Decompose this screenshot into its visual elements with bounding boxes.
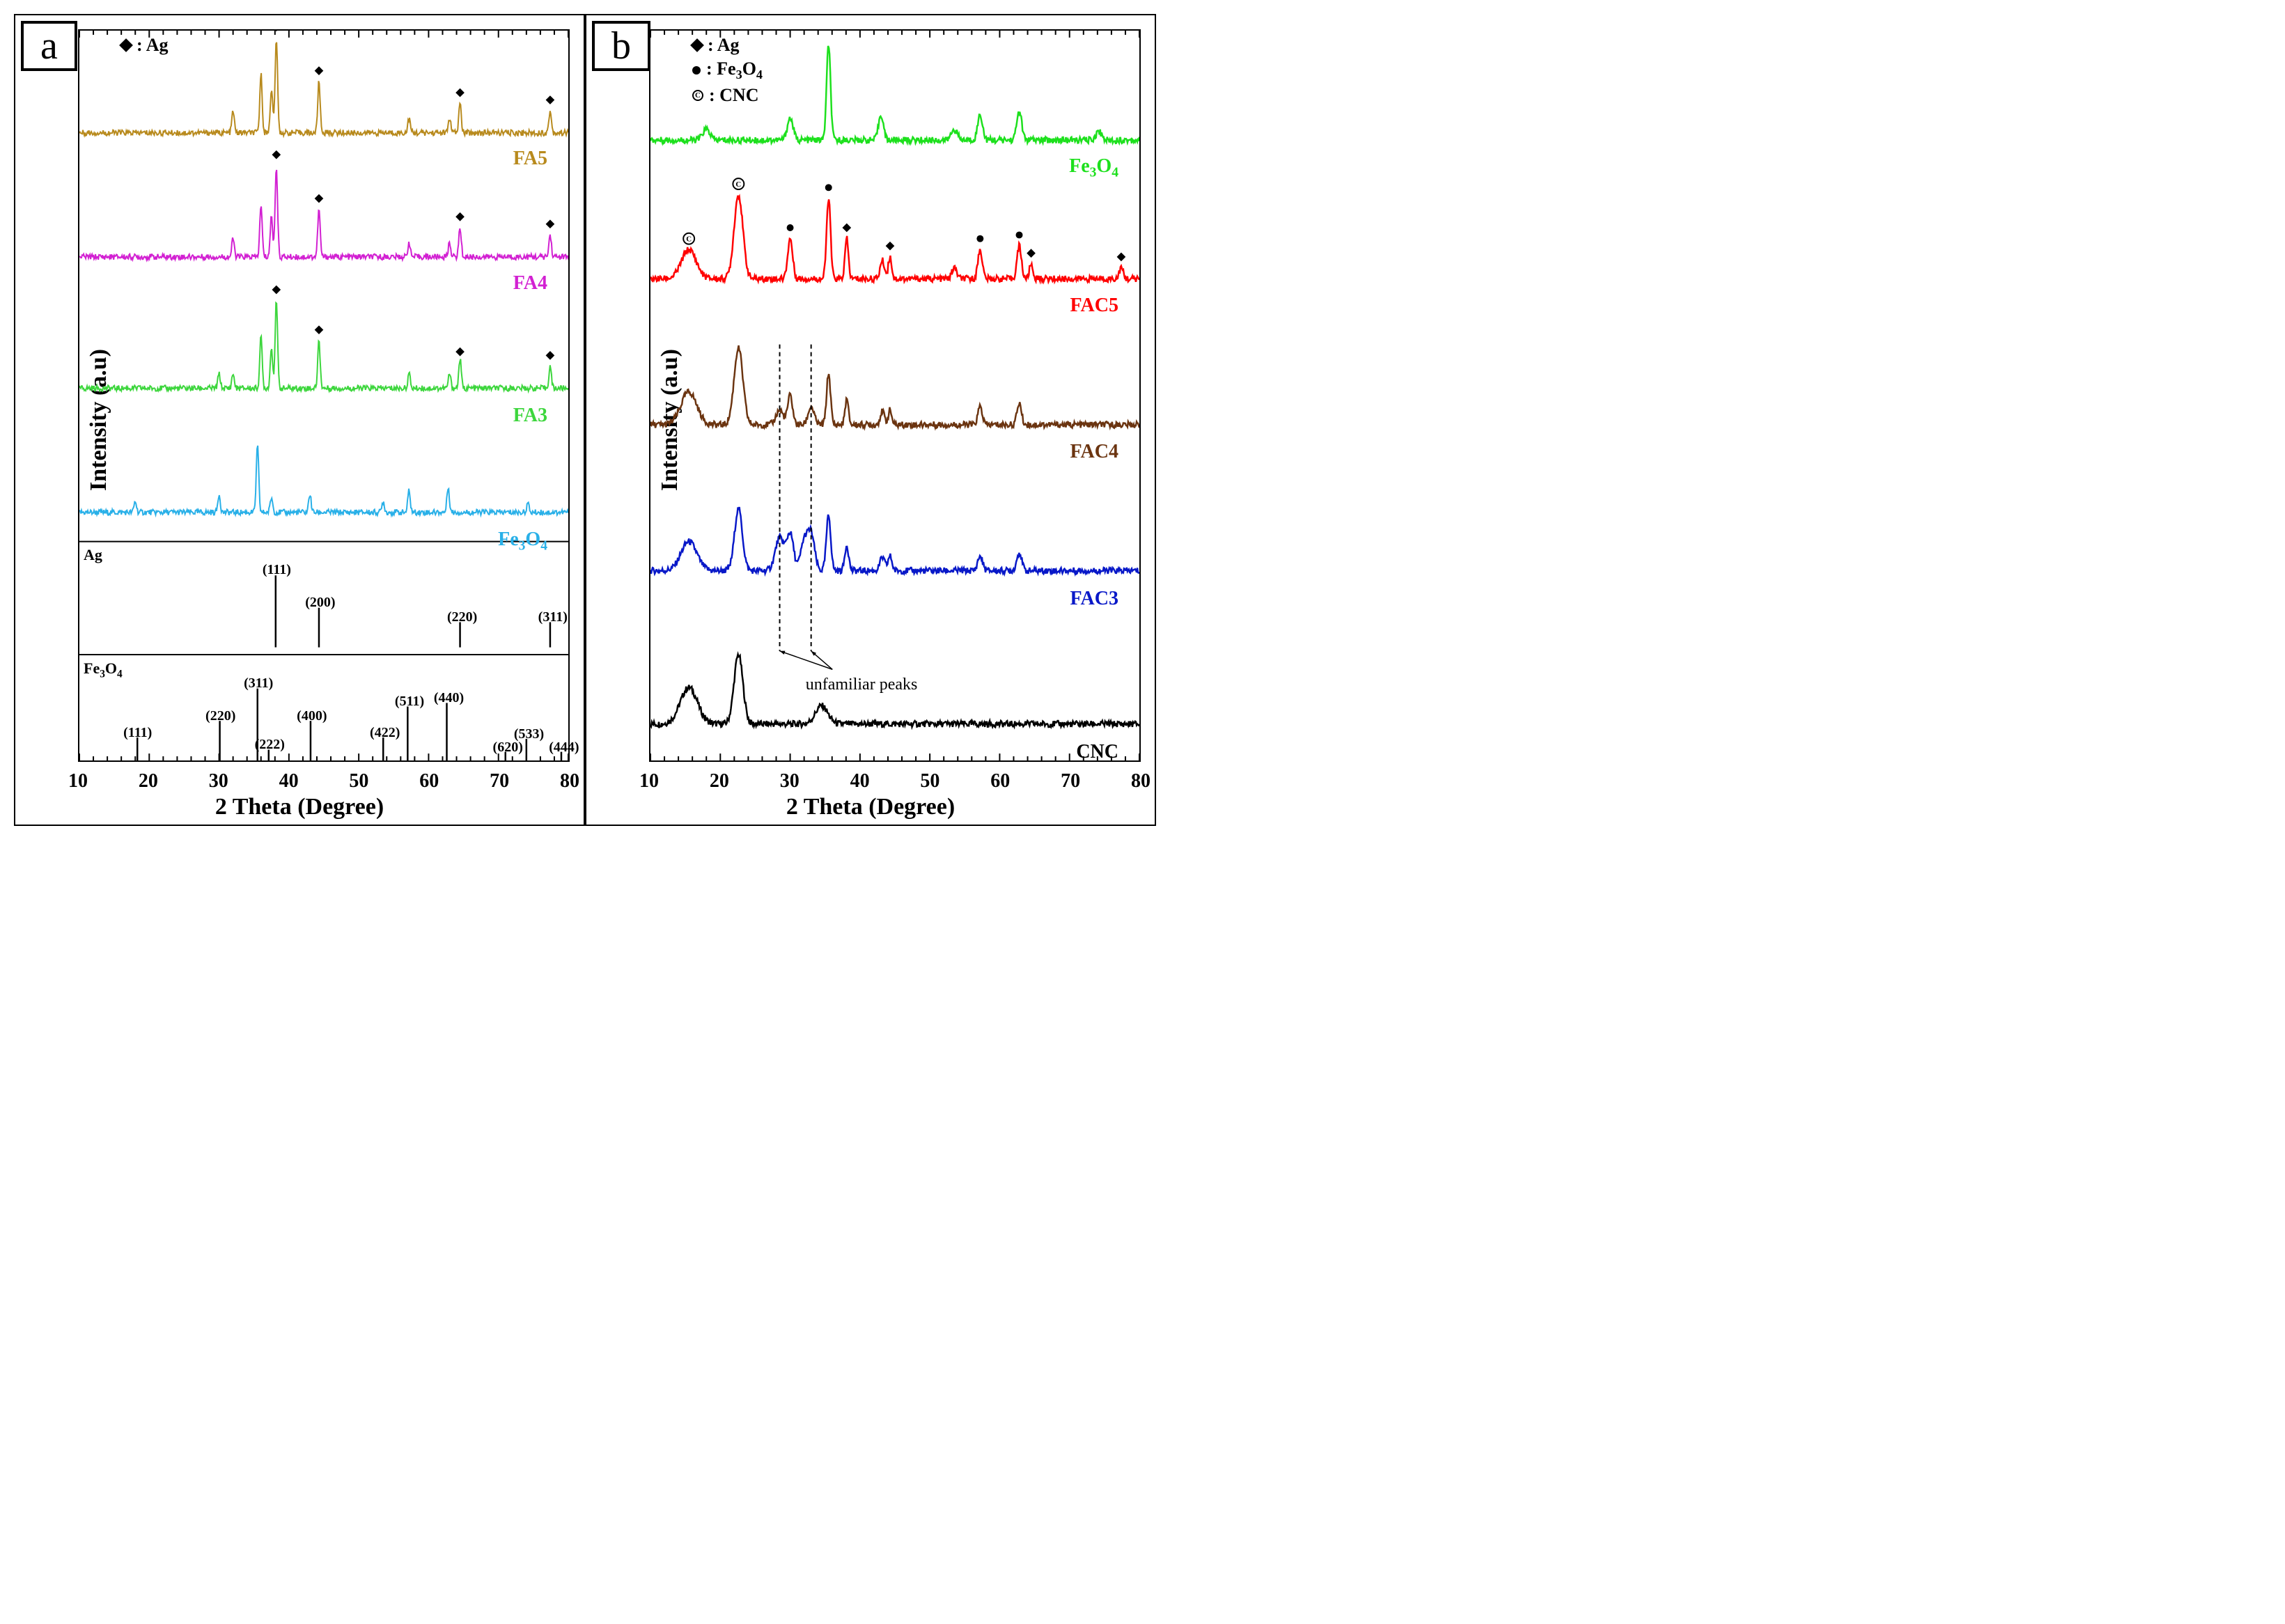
x-tick-label: 10: [639, 770, 659, 793]
panel-a-legend: : Ag: [121, 35, 169, 58]
x-tick-label: 70: [490, 770, 509, 793]
ref-label-Fe3O4: Fe3O4: [84, 659, 123, 680]
x-tick-label: 10: [68, 770, 88, 793]
hkl-label: (220): [205, 708, 235, 724]
trace-label-CNC: CNC: [1076, 741, 1118, 763]
panel-b-label: b: [611, 24, 631, 68]
hkl-label: (440): [434, 690, 464, 706]
trace-label-FAC4: FAC4: [1070, 441, 1118, 463]
hkl-label: (533): [514, 726, 544, 742]
trace-label-FAC3: FAC3: [1070, 588, 1118, 610]
x-tick-label: 50: [920, 770, 939, 793]
panel-b-overlay: : Ag: Fe3O4 C: CNC Fe3O4 FAC5 FAC4 FAC3 CNC unf…: [650, 31, 1139, 760]
hkl-label: (111): [123, 725, 152, 741]
trace-label-FA4: FA4: [513, 272, 547, 295]
x-tick-label: 80: [1131, 770, 1151, 793]
xrd-figure: a Intensity (a.u) 2 Theta (Degree) : AgF…: [14, 14, 1156, 826]
x-tick-label: 40: [279, 770, 299, 793]
x-tick-label: 50: [349, 770, 368, 793]
trace-label-Fe3O4: Fe3O4: [1069, 155, 1118, 181]
panel-a-overlay: : Ag FA5 FA4 FA3 Fe3O4 Ag (111) (200) (220) (311)…: [79, 31, 568, 760]
hkl-label: (311): [538, 609, 568, 625]
panel-a-plot-area: : Ag FA5 FA4 FA3 Fe3O4 Ag (111) (200) (220) (311)…: [78, 29, 570, 762]
hkl-label: (200): [305, 595, 335, 611]
hkl-label: (111): [263, 562, 291, 578]
hkl-label: (511): [395, 694, 424, 710]
hkl-label: (444): [549, 740, 579, 756]
panel-a-xlabel: 2 Theta (Degree): [215, 794, 384, 820]
x-tick-label: 40: [850, 770, 870, 793]
annotation-text: unfamiliar peaks: [806, 676, 918, 694]
hkl-label: (400): [297, 708, 327, 724]
x-tick-label: 30: [780, 770, 800, 793]
hkl-label: (222): [255, 737, 285, 753]
x-tick-label: 60: [990, 770, 1010, 793]
trace-label-FA5: FA5: [513, 148, 547, 170]
legend-item: : Fe3O4: [692, 58, 763, 82]
panel-b-legend: : Ag: Fe3O4 C: CNC: [692, 35, 763, 109]
x-tick-label: 30: [209, 770, 228, 793]
x-tick-label: 60: [419, 770, 439, 793]
hkl-label: (422): [370, 725, 400, 741]
ref-label-Ag: Ag: [84, 546, 102, 564]
panel-a-xticks: 1020304050607080: [78, 770, 570, 791]
panel-b-label-box: b: [592, 21, 650, 71]
legend-item: : Ag: [121, 35, 169, 56]
panel-b-plot-area: CC : Ag: Fe3O4C: CNCFe3O4FAC5FAC4FAC3CNC…: [649, 29, 1141, 762]
x-tick-label: 70: [1061, 770, 1080, 793]
trace-label-Fe3O4: Fe3O4: [498, 529, 547, 554]
panel-b-xlabel: 2 Theta (Degree): [786, 794, 955, 820]
panel-a-label: a: [40, 24, 58, 68]
legend-item: : Ag: [692, 35, 763, 56]
panel-b-xticks: 1020304050607080: [649, 770, 1141, 791]
legend-item: C: CNC: [692, 85, 763, 106]
x-tick-label: 20: [710, 770, 729, 793]
x-tick-label: 20: [139, 770, 158, 793]
panel-a-label-box: a: [21, 21, 77, 71]
panel-a: a Intensity (a.u) 2 Theta (Degree) : AgF…: [14, 14, 585, 826]
hkl-label: (311): [244, 676, 273, 692]
trace-label-FA3: FA3: [513, 405, 547, 427]
hkl-label: (220): [447, 609, 477, 625]
panel-b: b Intensity (a.u) 2 Theta (Degree) CC : …: [585, 14, 1156, 826]
trace-label-FAC5: FAC5: [1070, 295, 1118, 317]
x-tick-label: 80: [560, 770, 579, 793]
